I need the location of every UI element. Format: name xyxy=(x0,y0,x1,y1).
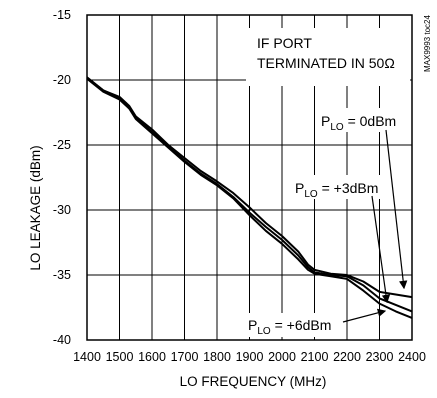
series-line-2 xyxy=(86,77,413,319)
y-tick-label: -30 xyxy=(53,203,71,217)
x-tick-label: 1900 xyxy=(236,350,264,364)
x-tick-label: 1800 xyxy=(203,350,231,364)
series-lines xyxy=(86,76,413,319)
arrow-6dbm xyxy=(342,308,387,323)
y-tick-label: -20 xyxy=(53,73,71,87)
plot-frame xyxy=(86,14,413,341)
y-tick-label: -40 xyxy=(53,333,71,347)
annotation-line-2: TERMINATED IN 50Ω xyxy=(257,55,395,71)
y-tick-label: -15 xyxy=(53,8,71,22)
series-label-3dbm: PLO = +3dBm xyxy=(295,180,378,200)
label-bg-3 xyxy=(292,175,388,199)
x-tick-label: 2100 xyxy=(301,350,329,364)
series-label-6dbm: PLO = +6dBm xyxy=(248,317,331,337)
y-axis-title: LO LEAKAGE (dBm) xyxy=(28,145,43,270)
arrow-3dbm xyxy=(371,195,391,304)
x-tick-labels: 1400 1500 1600 1700 1800 1900 2000 2100 2200 2300… xyxy=(73,350,426,364)
x-tick-label: 1700 xyxy=(171,350,199,364)
x-tick-label: 2000 xyxy=(268,350,296,364)
y-tick-label: -25 xyxy=(53,138,71,152)
label-bg-0 xyxy=(318,108,404,132)
series-label-0dbm: PLO = 0dBm xyxy=(321,113,396,133)
x-tick-label: 2300 xyxy=(366,350,394,364)
x-axis-title: LO FREQUENCY (MHz) xyxy=(180,374,327,389)
label-bg-6 xyxy=(245,313,343,337)
y-tick-labels: -15 -20 -25 -30 -35 -40 xyxy=(53,8,71,347)
x-tick-label: 2400 xyxy=(398,350,426,364)
chart-id: MAX9993 toc24 xyxy=(423,15,432,72)
x-tick-label: 1500 xyxy=(106,350,134,364)
x-tick-label: 1600 xyxy=(138,350,166,364)
arrow-0dbm xyxy=(385,129,408,290)
annotation-box xyxy=(246,28,410,86)
y-tick-label: -35 xyxy=(53,268,71,282)
annotation-line-1: IF PORT xyxy=(257,35,312,51)
x-tick-label: 2200 xyxy=(333,350,361,364)
x-tick-label: 1400 xyxy=(73,350,101,364)
